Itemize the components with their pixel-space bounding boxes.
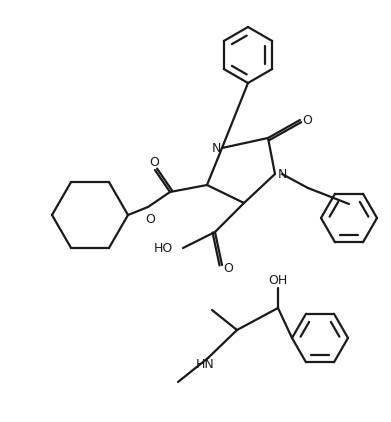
Text: O: O [223,262,233,274]
Text: O: O [145,213,155,225]
Text: HN: HN [196,357,214,371]
Text: O: O [149,155,159,168]
Text: HO: HO [154,241,173,254]
Text: N: N [211,141,221,154]
Text: O: O [302,114,312,127]
Text: OH: OH [268,273,288,287]
Text: N: N [277,168,287,181]
